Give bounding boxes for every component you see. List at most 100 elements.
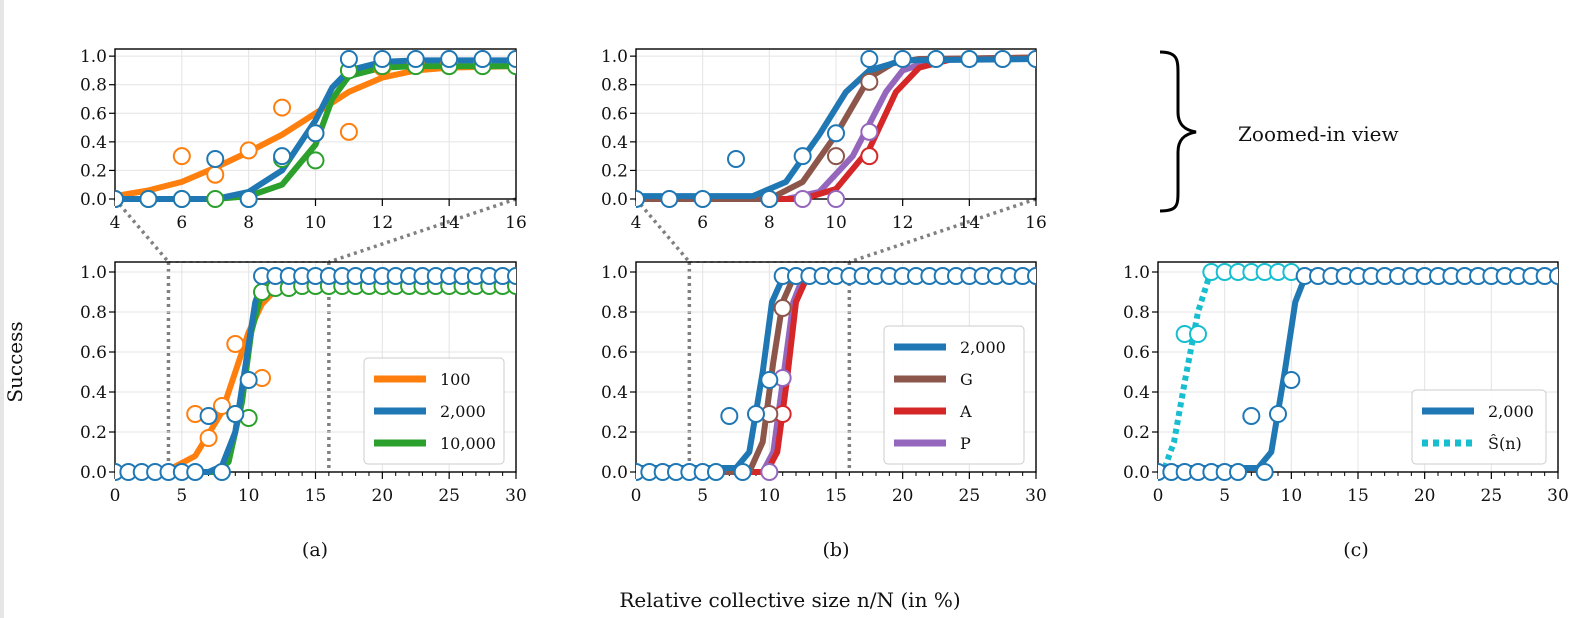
x-tick-label: 5 — [697, 486, 708, 506]
y-tick-label: 0.2 — [80, 161, 107, 181]
data-point-blue — [186, 463, 205, 481]
data-point-purple — [793, 190, 812, 208]
data-point-blue — [139, 190, 158, 208]
plot-area — [115, 50, 516, 208]
legend-label: Ŝ(n) — [1488, 433, 1522, 453]
legend-label: A — [959, 402, 972, 421]
x-tick-label: 6 — [697, 213, 708, 233]
x-tick-label: 25 — [1481, 486, 1503, 506]
legend: 2,000 GAP — [883, 325, 1025, 465]
legend-box — [883, 325, 1025, 465]
caption-a: (a) — [302, 539, 328, 561]
x-tick-label: 8 — [243, 213, 254, 233]
data-point-cyan — [1189, 325, 1207, 343]
data-point-purple — [860, 122, 879, 141]
panel-b_full: 0.0 0.2 0.4 0.6 0.8 1.0 0 5 10 15 20 25 30 2,000 GAP — [601, 261, 1047, 506]
y-tick-label: 1.0 — [1123, 263, 1150, 283]
data-point-blue — [339, 50, 358, 68]
x-tick-label: 8 — [764, 213, 775, 233]
x-tick-label: 15 — [825, 486, 847, 506]
zoom-annotation: Zoomed-in view — [1159, 50, 1399, 213]
data-point-orange — [273, 98, 292, 117]
x-tick-label: 4 — [110, 213, 121, 233]
data-point-green — [206, 190, 225, 208]
y-tick-label: 0.4 — [80, 383, 107, 403]
y-tick-label: 0.4 — [601, 133, 628, 153]
x-tick-label: 14 — [959, 213, 981, 233]
data-point-blue — [239, 371, 258, 389]
y-tick-label: 0.2 — [80, 423, 107, 443]
data-point-blue — [212, 463, 231, 481]
x-tick-label: 30 — [505, 486, 527, 506]
y-tick-label: 0.0 — [601, 190, 628, 210]
x-tick-label: 30 — [1547, 486, 1569, 506]
data-point-blue — [1027, 267, 1036, 285]
x-tick-label: 10 — [825, 213, 847, 233]
data-point-blue — [760, 371, 779, 389]
x-tick-label: 20 — [372, 486, 394, 506]
panel-c_full: 0.0 0.2 0.4 0.6 0.8 1.0 0 5 10 15 20 25 30 2,000 Ŝ(n) — [1123, 261, 1569, 506]
x-tick-label: 0 — [110, 486, 121, 506]
data-point-blue — [747, 405, 765, 423]
x-tick-label: 5 — [176, 486, 187, 506]
data-point-purple — [827, 190, 845, 208]
data-point-orange — [226, 335, 245, 353]
legend-label: 2,000 — [1488, 402, 1534, 421]
y-tick-label: 0.6 — [1123, 343, 1150, 363]
data-point-blue — [226, 405, 245, 423]
x-tick-label: 16 — [1025, 213, 1047, 233]
legend-label: P — [960, 434, 971, 453]
y-tick-label: 0.0 — [1123, 463, 1150, 483]
legend: 2,000 Ŝ(n) — [1411, 389, 1547, 465]
panel-b_zoom: 0.0 0.2 0.4 0.6 0.8 1.0 4 6 8 10 12 14 16 — [601, 47, 1047, 233]
data-point-blue — [172, 190, 191, 208]
zoom-connector-right — [848, 197, 1037, 264]
x-tick-label: 25 — [959, 486, 981, 506]
x-axis-title: Relative collective size n/N (in %) — [619, 588, 960, 612]
series-line-cyan — [1161, 269, 1558, 470]
data-point-blue — [239, 190, 258, 208]
x-tick-label: 12 — [372, 213, 394, 233]
data-point-green — [306, 151, 325, 170]
panel-a_full: 0.00.20.40.60.81.00 5 10 15 20 25 301002,00010… — [80, 261, 527, 506]
data-point-red — [860, 147, 879, 166]
data-point-blue — [1282, 371, 1301, 389]
zoom-connector-right — [328, 197, 517, 264]
data-point-blue — [727, 150, 745, 168]
data-point-blue — [199, 407, 218, 425]
y-tick-label: 1.0 — [80, 47, 107, 67]
chart-panels: 0.00.20.40.60.81.04 6 8 10 12 14 160.00.20.40.… — [80, 47, 1569, 506]
y-tick-label: 0.6 — [80, 104, 107, 124]
data-point-blue — [760, 190, 779, 208]
x-tick-label: 15 — [1347, 486, 1369, 506]
data-point-blue — [733, 463, 752, 481]
data-point-blue — [473, 50, 492, 68]
data-point-blue — [927, 50, 945, 68]
data-point-blue — [115, 190, 124, 208]
plot-area — [1158, 263, 1558, 481]
data-point-blue — [1242, 407, 1261, 425]
y-tick-label: 0.6 — [601, 104, 628, 124]
y-tick-label: 0.8 — [80, 303, 107, 323]
data-point-purple — [760, 463, 779, 481]
data-point-blue — [720, 407, 739, 425]
x-tick-label: 10 — [305, 213, 327, 233]
y-axis-title: Success — [3, 321, 27, 402]
data-point-blue — [893, 50, 912, 68]
x-tick-label: 6 — [176, 213, 187, 233]
x-tick-label: 4 — [631, 213, 642, 233]
data-point-blue — [306, 124, 325, 143]
zoom-annotation-label: Zoomed-in view — [1238, 122, 1399, 146]
data-point-blue — [1269, 405, 1287, 423]
legend-label: 10,000 — [440, 434, 496, 453]
data-point-blue — [827, 124, 845, 143]
data-point-blue — [660, 190, 679, 208]
y-tick-label: 0.8 — [601, 303, 628, 323]
plot-area — [636, 267, 1036, 481]
y-tick-label: 0.8 — [80, 76, 107, 96]
y-tick-label: 0.2 — [1123, 423, 1150, 443]
legend-label: G — [960, 370, 973, 389]
x-tick-label: 25 — [438, 486, 460, 506]
y-tick-label: 0.8 — [601, 76, 628, 96]
data-point-blue — [693, 190, 712, 208]
